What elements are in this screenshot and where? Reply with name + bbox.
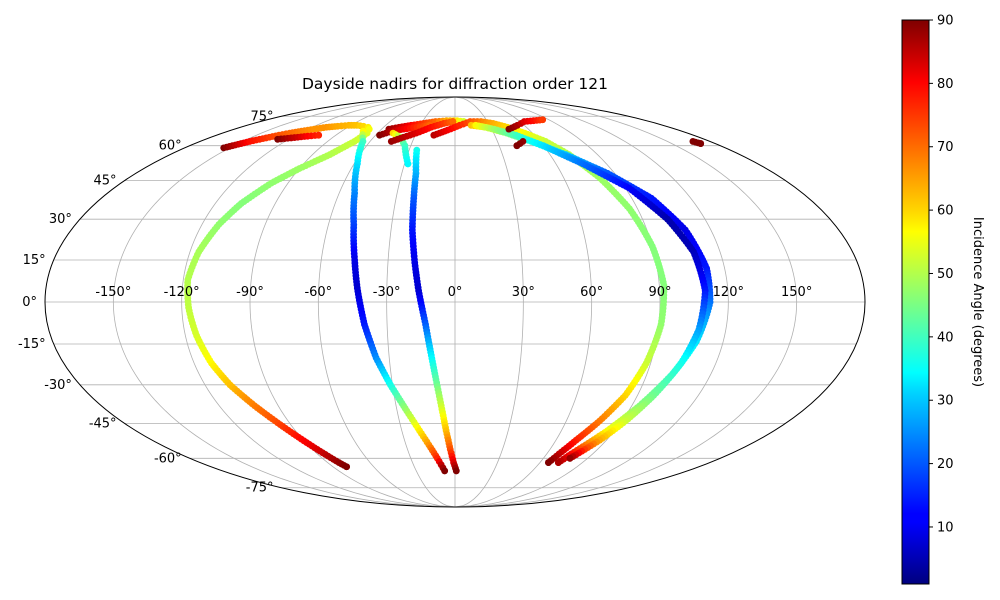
lon-tick-label: 150° xyxy=(781,285,812,300)
nadir-point xyxy=(441,467,449,475)
lat-tick-label: -75° xyxy=(246,481,274,496)
lon-tick-label: -30° xyxy=(373,285,401,300)
colorbar-tick-label: 80 xyxy=(937,77,954,92)
colorbar-ticks: 10 20 30 40 50 60 70 80 90 xyxy=(929,14,954,535)
nadir-point xyxy=(315,131,323,139)
lon-tick-label: -150° xyxy=(95,285,131,300)
colorbar-tick-label: 10 xyxy=(937,520,954,535)
colorbar-tick-label: 40 xyxy=(937,330,954,345)
map-boundary xyxy=(44,96,866,508)
lon-tick-label: 30° xyxy=(512,285,535,300)
nadir-point xyxy=(449,118,457,125)
lat-tick-label: 0° xyxy=(22,295,37,310)
colorbar-tick-label: 60 xyxy=(937,204,954,219)
lat-tick-label: -45° xyxy=(89,416,117,431)
colorbar-tick-label: 30 xyxy=(937,394,954,409)
scatter-points xyxy=(184,116,714,475)
longitude-tick-labels: -150° -120° -90° -60° -30° 0° 30° 60° 90° 120° 150… xyxy=(95,285,812,300)
nadir-point xyxy=(452,467,460,475)
lon-tick-label: 120° xyxy=(713,285,744,300)
lat-tick-label: 15° xyxy=(23,253,46,268)
lon-tick-label: -60° xyxy=(304,285,332,300)
lat-tick-label: -15° xyxy=(18,337,46,352)
latitude-tick-labels: -75° -60° -45° -30° -15° 0° 15° 30° 45° 60° 75° xyxy=(18,109,274,495)
nadir-point xyxy=(545,459,552,466)
lon-tick-label: 60° xyxy=(580,285,603,300)
nadir-point xyxy=(404,160,412,168)
nadir-point xyxy=(566,454,574,462)
lat-tick-label: -60° xyxy=(154,451,182,466)
lat-tick-label: 75° xyxy=(250,109,273,124)
nadir-point xyxy=(343,463,350,471)
colorbar xyxy=(901,19,930,585)
nadir-point xyxy=(697,140,705,147)
nadir-point xyxy=(539,116,547,124)
colorbar-label: Incidence Angle (degrees) xyxy=(970,217,985,387)
graticule-grid xyxy=(45,97,865,507)
chart-title: Dayside nadirs for diffraction order 121 xyxy=(302,75,608,93)
colorbar-tick-label: 90 xyxy=(937,14,954,29)
lat-tick-label: -30° xyxy=(44,378,72,393)
lon-tick-label: -120° xyxy=(164,285,200,300)
colorbar-tick-label: 70 xyxy=(937,140,954,155)
lon-tick-label: 0° xyxy=(448,285,463,300)
lat-tick-label: 45° xyxy=(94,174,117,189)
colorbar-tick-label: 20 xyxy=(937,457,954,472)
lon-tick-label: 90° xyxy=(648,285,671,300)
nadir-point xyxy=(554,459,562,466)
lat-tick-label: 30° xyxy=(49,212,72,227)
lon-tick-label: -90° xyxy=(236,285,264,300)
lat-tick-label: 60° xyxy=(159,139,182,154)
nadir-point xyxy=(513,142,521,150)
colorbar-tick-label: 50 xyxy=(937,267,954,282)
